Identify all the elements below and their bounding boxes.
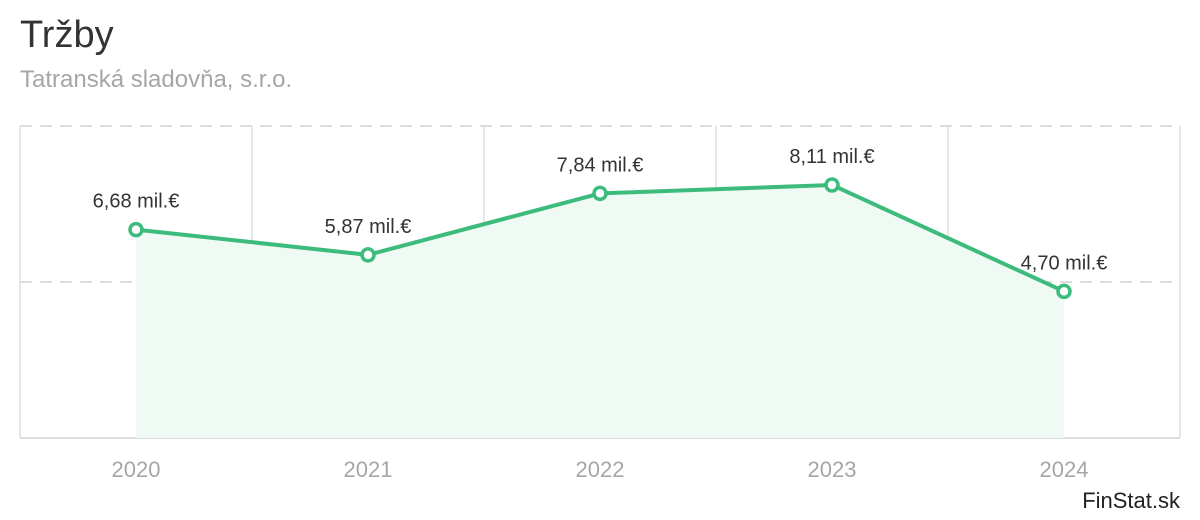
- data-point-2020[interactable]: [128, 221, 144, 238]
- labels-layer: 6,68 mil.€ 5,87 mil.€ 7,84 mil.€ 8,11 mil.€…: [93, 146, 1108, 274]
- data-point-2022[interactable]: [592, 185, 608, 202]
- chart-subtitle: Tatranská sladovňa, s.r.o.: [20, 66, 293, 93]
- area-layer: [136, 184, 1064, 438]
- data-point-2023[interactable]: [824, 177, 840, 193]
- data-label-2023: 8,11 mil.€: [789, 146, 874, 168]
- x-tick-label-2022: 2022: [576, 457, 625, 482]
- data-point-2021[interactable]: [360, 247, 376, 263]
- source-credit[interactable]: FinStat.sk: [1082, 488, 1180, 513]
- x-axis: 2020 2021 2022 2023 2024: [112, 457, 1089, 482]
- data-point-2024[interactable]: [1056, 283, 1072, 300]
- x-tick-label-2020: 2020: [112, 457, 161, 482]
- data-label-2021: 5,87 mil.€: [325, 216, 412, 238]
- x-tick-label-2023: 2023: [808, 457, 857, 482]
- series-area-fill: [136, 184, 1064, 438]
- data-label-2020: 6,68 mil.€: [93, 191, 180, 213]
- chart-title: Tržby: [20, 14, 114, 56]
- x-tick-label-2021: 2021: [344, 457, 393, 482]
- points-layer: [128, 177, 1072, 300]
- data-label-2024: 4,70 mil.€: [1021, 252, 1108, 274]
- x-tick-label-2024: 2024: [1040, 457, 1089, 482]
- data-label-2022: 7,84 mil.€: [557, 154, 644, 176]
